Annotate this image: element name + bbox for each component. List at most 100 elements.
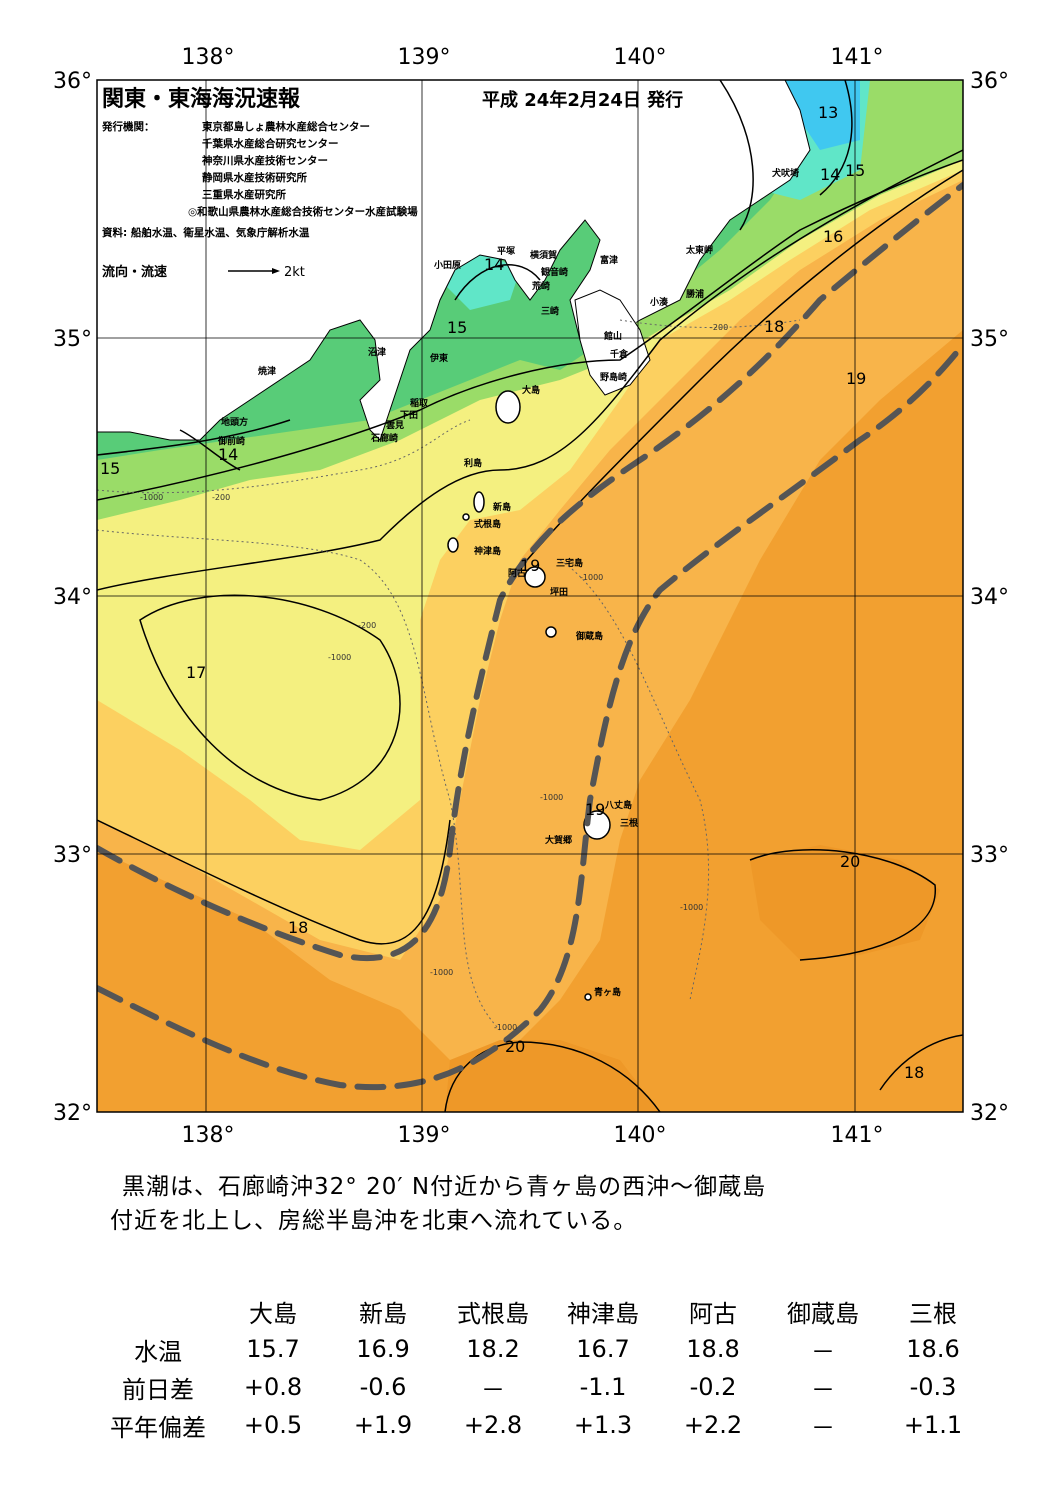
island-miyakejima	[524, 566, 546, 588]
place-arasaki: 荒崎	[531, 280, 550, 292]
place-jitogata: 地頭方	[221, 416, 248, 428]
place-yokosuka: 横須賀	[530, 249, 557, 261]
flow-label: 流向・流速	[102, 264, 167, 280]
depth-label-200-a: -200	[212, 493, 230, 502]
place-hiratsuka: 平塚	[497, 245, 515, 257]
table-cell: 18.8	[686, 1335, 740, 1363]
iso-label-19-hachijo: 19	[585, 800, 605, 819]
isotherm-18-se	[879, 1034, 963, 1091]
data-source: 資料: 船舶水温、衛星水温、気象庁解析水温	[102, 226, 310, 239]
depth-label-1000-c: -1000	[580, 573, 603, 582]
place-omaezaki: 御前崎	[217, 435, 245, 447]
place-kumomi: 雲見	[386, 419, 404, 431]
place-kominato: 小湊	[649, 296, 669, 308]
isotherm-15-west	[97, 419, 291, 456]
table-cell: +0.5	[243, 1411, 303, 1439]
issuer-label: 発行機関：	[101, 120, 155, 133]
island-aogashima	[584, 993, 592, 1001]
graticule	[97, 80, 963, 1112]
depth-label-1000-f: -1000	[430, 968, 453, 977]
table-cell: +1.9	[353, 1411, 413, 1439]
kuroshio-branch	[97, 182, 963, 962]
depth-contours	[97, 319, 801, 1031]
isotherm-15-east	[719, 80, 754, 231]
iso-label-14-west: 14	[218, 445, 238, 464]
lon-label-bottom-141: 141°	[831, 1123, 884, 1148]
place-hachijojima: 八丈島	[604, 799, 632, 811]
depth-label-1000-g: -1000	[494, 1023, 517, 1032]
table-cell: 18.6	[906, 1335, 960, 1363]
place-miyakejima: 三宅島	[556, 557, 583, 569]
lon-label-bottom-140: 140°	[614, 1123, 667, 1148]
land-boso	[574, 289, 651, 396]
iso-label-15-west: 15	[100, 459, 120, 478]
place-ako: 阿古	[508, 567, 526, 579]
place-shikinejima: 式根島	[474, 518, 501, 530]
place-irozaki: 石廊崎	[370, 432, 398, 444]
table-cell: －	[811, 1413, 835, 1442]
island-kozushima	[447, 537, 459, 553]
lat-label-left-32: 32°	[53, 1101, 92, 1126]
land	[97, 80, 811, 1001]
issuer-3: 神奈川県水産技術センター	[202, 154, 328, 167]
iso-label-14-east: 14	[820, 165, 840, 184]
depth-label-1000-b: -1000	[328, 653, 351, 662]
place-kannonzaki: 観音崎	[541, 266, 568, 278]
issuer-5: 三重県水産研究所	[202, 188, 286, 201]
issuer-1: 東京都島しょ農林水産総合センター	[202, 120, 370, 133]
table-cell: -1.1	[579, 1373, 627, 1401]
place-mikurajima: 御蔵島	[575, 630, 603, 642]
depth-label-1000-a: -1000	[140, 493, 163, 502]
place-taitomisaki: 太東岬	[685, 244, 713, 256]
place-nojimazaki: 野島崎	[600, 371, 627, 383]
table-cell: +0.8	[243, 1373, 303, 1401]
isotherm-labels: 13 14 15 16 14 15 15 14 18 19 17 19 19 1…	[100, 103, 924, 1082]
depth-200-b	[619, 319, 801, 328]
col-header: 式根島	[457, 1299, 529, 1328]
lat-label-right-32: 32°	[970, 1101, 1009, 1126]
issuer-6: ◎和歌山県農林水産総合技術センター水産試験場	[188, 205, 418, 218]
place-names: 犬吠埼 太東岬 勝浦 小湊 富津 横須賀 観音崎 荒崎 三崎 平塚 小田原 館山…	[217, 167, 799, 998]
map-frame	[96, 79, 964, 1113]
zone-20-east	[750, 845, 940, 960]
depth-label-200-b: -200	[358, 621, 376, 630]
place-chikura: 千倉	[610, 348, 629, 360]
lat-label-right-33: 33°	[970, 843, 1009, 868]
place-tomiura: 富津	[600, 254, 618, 266]
table-cell: -0.2	[689, 1373, 737, 1401]
table-cell: -0.3	[909, 1373, 957, 1401]
zone-13	[785, 80, 860, 150]
map-svg: 138° 139° 140° 141° 138° 139° 140° 141° …	[53, 45, 1009, 1148]
depth-label-1000-e: -1000	[680, 903, 703, 912]
lat-label-left-36: 36°	[53, 69, 92, 94]
table-cell: 16.7	[576, 1335, 630, 1363]
iso-label-18-se: 18	[904, 1063, 924, 1082]
table-row: 水温 15.7 16.9 18.2 16.7 18.8 － 18.6	[98, 1330, 988, 1368]
iso-label-20-south: 20	[505, 1037, 525, 1056]
zone-17-west	[140, 590, 410, 800]
lat-label-right-35: 35°	[970, 327, 1009, 352]
place-oshima: 大島	[522, 384, 540, 396]
summary-text: 黒潮は、石廊崎沖32° 20′ N付近から青ヶ島の西沖～御蔵島 付近を北上し、房…	[110, 1170, 990, 1238]
lat-label-left-33: 33°	[53, 843, 92, 868]
iso-label-19-north: 19	[846, 369, 866, 388]
place-inatori: 稲取	[410, 397, 429, 409]
iso-label-13: 13	[818, 103, 838, 122]
issue-date: 平成 24年2月24日 発行	[482, 89, 683, 111]
place-toshima: 利島	[463, 457, 482, 469]
isotherm-20-east	[749, 849, 936, 961]
place-ito: 伊東	[429, 352, 448, 364]
kuroshio-axis	[97, 182, 963, 1091]
table-cell: －	[811, 1375, 835, 1404]
iso-label-17: 17	[186, 663, 206, 682]
map-title: 関東・東海海況速報	[102, 86, 301, 112]
flow-scale-arrowhead	[272, 268, 280, 274]
isotherm-14-west	[179, 429, 241, 471]
iso-label-15-east: 15	[845, 161, 865, 180]
col-header: 三根	[909, 1299, 957, 1328]
place-kozushima: 神津島	[474, 545, 501, 557]
place-numazu: 沼津	[368, 346, 386, 358]
place-okago: 大賀郷	[545, 834, 572, 846]
col-header: 阿古	[689, 1299, 737, 1328]
isotherms	[97, 80, 963, 1112]
